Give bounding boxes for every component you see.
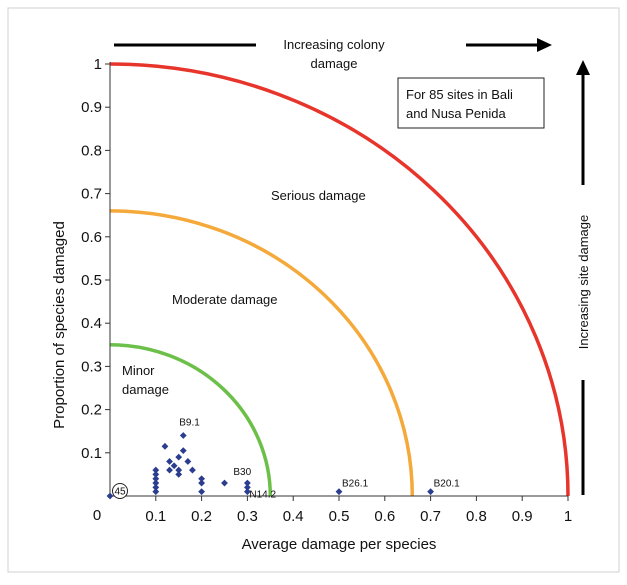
data-point: [152, 475, 160, 483]
top-arrow-label-1: Increasing colony: [283, 37, 385, 52]
y-tick-label: 0.3: [81, 358, 102, 375]
note-line-2: and Nusa Penida: [406, 106, 507, 121]
data-point: [152, 471, 160, 478]
right-arrow-label: Increasing site damage: [576, 215, 591, 349]
data-point: [221, 479, 228, 487]
right-arrow-head: [576, 60, 590, 75]
site-label: B26.1: [342, 479, 369, 490]
y-axis-title: Proportion of species damaged: [51, 221, 68, 429]
data-point: [161, 442, 169, 450]
threshold-arc-1: [109, 343, 273, 497]
site-label: B30: [233, 467, 251, 478]
y-tick-label: 0.6: [81, 229, 102, 246]
data-point: [179, 432, 187, 439]
x-tick-label: 0.5: [329, 508, 350, 525]
x-tick-label: 0.9: [512, 508, 533, 525]
y-tick-label: 0.9: [81, 99, 102, 116]
data-point: [189, 466, 196, 474]
data-point: [198, 475, 205, 483]
data-point: [152, 488, 160, 496]
threshold-arc-3: [109, 62, 570, 497]
x-tick-label: 0.4: [283, 508, 304, 525]
origin-label: 0: [93, 507, 101, 524]
region-label-2: Moderate damage: [172, 292, 278, 307]
y-tick-label: 0.8: [81, 142, 102, 159]
x-tick-label: 0.1: [145, 508, 166, 525]
region-label-1: damage: [122, 382, 169, 397]
y-tick-label: 1: [94, 56, 102, 73]
data-point: [244, 479, 251, 487]
data-point: [175, 471, 183, 478]
y-tick-label: 0.1: [81, 445, 102, 462]
note-line-1: For 85 sites in Bali: [406, 87, 513, 102]
site-label: B20.1: [434, 479, 461, 490]
site-label: B9.1: [179, 418, 200, 429]
data-point: [184, 458, 192, 465]
y-tick-label: 0.7: [81, 186, 102, 203]
top-arrow-label-2: damage: [311, 56, 358, 71]
x-tick-label: 1: [564, 508, 572, 525]
origin-cluster-circle: [112, 483, 128, 499]
data-point: [427, 488, 434, 496]
data-point: [244, 483, 251, 491]
origin-cluster-point: [106, 492, 114, 500]
data-point: [166, 466, 173, 474]
x-tick-label: 0.3: [237, 508, 258, 525]
x-tick-label: 0.2: [191, 508, 212, 525]
site-label: N14.2: [249, 490, 276, 501]
threshold-arc-2: [109, 209, 415, 497]
x-axis-title: Average damage per species: [242, 536, 437, 553]
data-point: [179, 447, 187, 455]
data-point: [335, 488, 343, 496]
data-point: [152, 479, 160, 487]
data-point: [152, 466, 160, 474]
data-point: [198, 479, 205, 487]
data-point: [175, 466, 183, 474]
y-tick-label: 0.5: [81, 272, 102, 289]
x-tick-label: 0.7: [420, 508, 441, 525]
x-tick-label: 0.6: [374, 508, 395, 525]
data-point: [198, 488, 205, 496]
data-point: [170, 462, 178, 470]
data-point: [152, 483, 160, 491]
region-label-1: Minor: [122, 363, 155, 378]
data-point: [166, 458, 173, 465]
y-tick-label: 0.4: [81, 315, 102, 332]
data-point: [175, 453, 183, 461]
region-label-3: Serious damage: [271, 188, 366, 203]
origin-cluster-count: 45: [114, 487, 126, 498]
top-arrow-head: [537, 38, 552, 52]
x-tick-label: 0.8: [466, 508, 487, 525]
y-tick-label: 0.2: [81, 402, 102, 419]
note-box: [397, 77, 545, 129]
data-point: [244, 488, 251, 496]
